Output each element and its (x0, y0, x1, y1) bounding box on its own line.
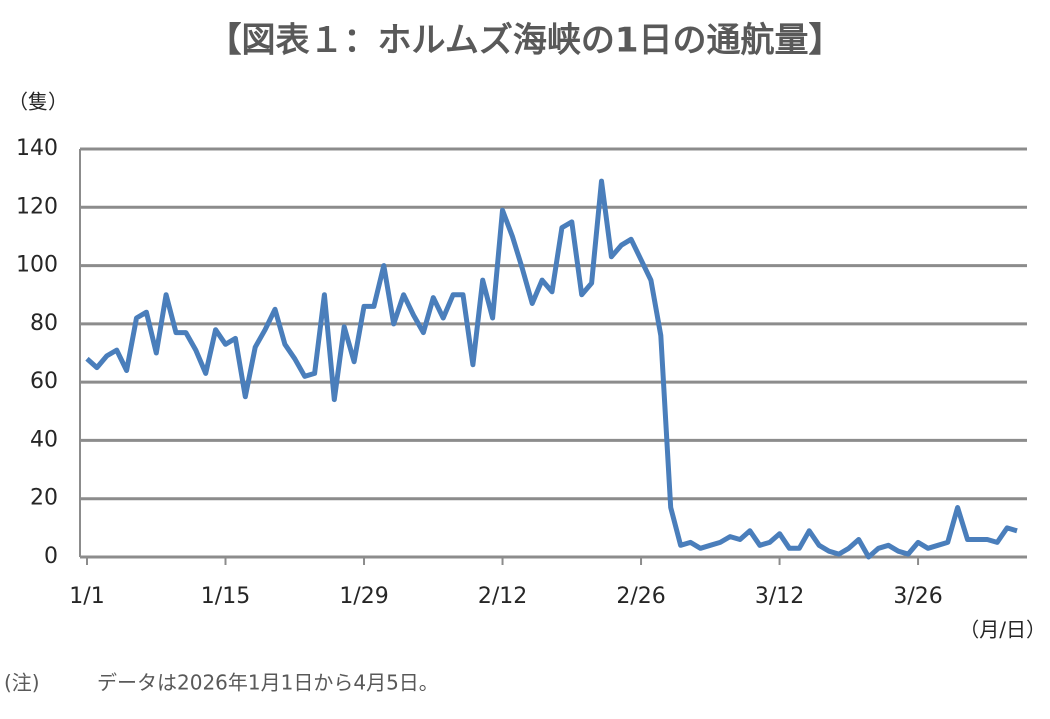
y-tick-label: 40 (30, 427, 58, 452)
data-line (85, 178, 1018, 560)
y-tick-label: 60 (30, 369, 58, 394)
y-tick-label: 120 (16, 194, 58, 219)
y-tick-label: 20 (30, 486, 58, 511)
y-tick-label: 100 (16, 253, 58, 278)
chart-title: 【図表１：ホルムズ海峡の1日の通航量】 (208, 21, 843, 61)
x-tick-label: 1/1 (69, 584, 104, 609)
y-tick-label: 80 (30, 311, 58, 336)
x-tick-label: 3/26 (893, 584, 942, 609)
x-tick-label: 2/26 (616, 584, 665, 609)
note-label: (注) (4, 671, 40, 695)
y-tick-label: 0 (44, 544, 58, 569)
x-tick-label: 2/12 (478, 584, 527, 609)
x-tick-label: 1/15 (201, 584, 250, 609)
x-tick-label: 3/12 (755, 584, 804, 609)
x-tick-label: 1/29 (339, 584, 388, 609)
y-tick-label: 140 (16, 136, 58, 161)
y-axis-unit: （隻） (8, 90, 68, 114)
note: データは2026年1月1日から4月5日。 (97, 671, 439, 695)
x-axis-unit: （月/日） (959, 618, 1046, 642)
